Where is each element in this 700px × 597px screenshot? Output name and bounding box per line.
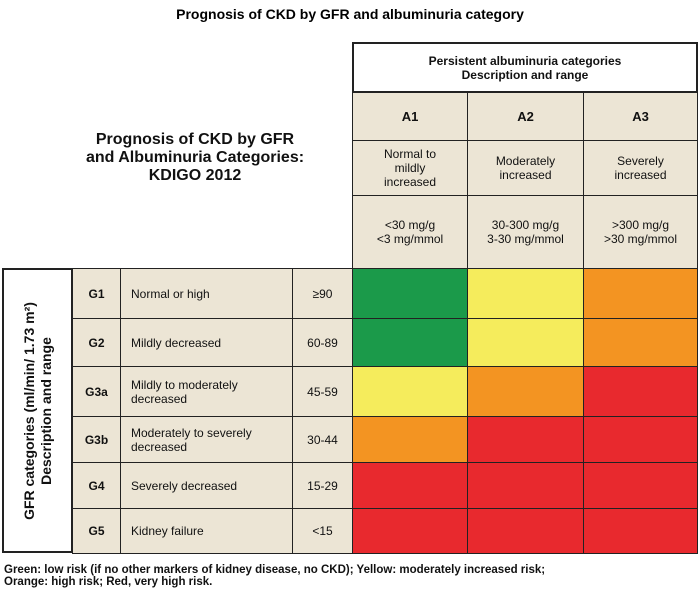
gfr-description: Mildly decreased	[120, 318, 293, 367]
risk-cell	[583, 268, 698, 319]
risk-cell	[352, 318, 468, 367]
gfr-code: G5	[72, 508, 121, 554]
risk-cell	[467, 462, 584, 509]
gfr-description: Normal or high	[120, 268, 293, 319]
description-text: Kidney failure	[131, 524, 204, 538]
risk-cell	[583, 318, 698, 367]
risk-cell	[352, 268, 468, 319]
gfr-header: GFR categories (ml/min/ 1.73 m²) Descript…	[2, 268, 73, 553]
header-line: Persistent albuminuria categories	[428, 53, 622, 68]
gfr-range: 15-29	[292, 462, 353, 509]
risk-cell	[467, 366, 584, 417]
description-text: Moderately increased	[495, 154, 556, 182]
description-text: Normal to mildly increased	[383, 147, 437, 189]
description-text: Moderately to severely decreased	[131, 425, 252, 454]
risk-cell	[467, 508, 584, 554]
footer-line: Green: low risk (if no other markers of …	[4, 564, 546, 576]
gfr-code: G3a	[72, 366, 121, 417]
albuminuria-code: A2	[467, 92, 584, 141]
description-text: Normal or high	[131, 286, 210, 301]
gfr-range: 30-44	[292, 416, 353, 463]
left-title-line: Prognosis of CKD by GFR	[95, 131, 295, 148]
gfr-header-text: GFR categories (ml/min/ 1.73 m²) Descript…	[21, 302, 55, 520]
albuminuria-description: Moderately increased	[467, 140, 584, 196]
risk-cell	[467, 318, 584, 367]
albuminuria-range: >300 mg/g >30 mg/mmol	[583, 195, 698, 269]
header-line: Description and range	[37, 336, 54, 485]
risk-cell	[352, 462, 468, 509]
range-line: >300 mg/g	[611, 218, 670, 232]
gfr-range: 60-89	[292, 318, 353, 367]
gfr-description: Kidney failure	[120, 508, 293, 554]
range-line: 30-300 mg/g	[491, 218, 560, 232]
gfr-code: G3b	[72, 416, 121, 463]
left-title: Prognosis of CKD by GFR and Albuminuria C…	[40, 118, 350, 198]
gfr-code: G4	[72, 462, 121, 509]
risk-cell	[352, 416, 468, 463]
risk-cell	[583, 366, 698, 417]
risk-cell	[583, 416, 698, 463]
gfr-range: 45-59	[292, 366, 353, 417]
gfr-range: ≥90	[292, 268, 353, 319]
range-line: <30 mg/g	[384, 218, 436, 232]
range-line: >30 mg/mmol	[603, 232, 678, 246]
left-title-line: and Albuminuria Categories:	[85, 149, 305, 166]
albuminuria-description: Normal to mildly increased	[352, 140, 468, 196]
footer-line: Orange: high risk; Red, very high risk.	[4, 576, 213, 588]
albuminuria-code: A3	[583, 92, 698, 141]
albuminuria-description: Severely increased	[583, 140, 698, 196]
description-text: Severely decreased	[131, 478, 238, 493]
gfr-range: <15	[292, 508, 353, 554]
gfr-description: Mildly to moderately decreased	[120, 366, 293, 417]
title: Prognosis of CKD by GFR and albuminuria …	[176, 6, 524, 22]
risk-cell	[583, 508, 698, 554]
risk-cell	[467, 416, 584, 463]
albuminuria-range: 30-300 mg/g 3-30 mg/mmol	[467, 195, 584, 269]
header-line: GFR categories (ml/min/ 1.73 m²)	[20, 301, 37, 520]
gfr-description: Moderately to severely decreased	[120, 416, 293, 463]
description-text: Severely increased	[614, 154, 667, 182]
risk-cell	[467, 268, 584, 319]
albuminuria-range: <30 mg/g <3 mg/mmol	[352, 195, 468, 269]
risk-cell	[352, 366, 468, 417]
description-text: Mildly to moderately decreased	[131, 377, 238, 406]
gfr-code: G1	[72, 268, 121, 319]
risk-cell	[583, 462, 698, 509]
range-line: 3-30 mg/mmol	[487, 232, 564, 246]
description-text: Mildly decreased	[131, 335, 222, 350]
header-line: Description and range	[461, 67, 589, 82]
risk-cell	[352, 508, 468, 554]
albuminuria-header: Persistent albuminuria categories Descrip…	[352, 42, 698, 93]
gfr-description: Severely decreased	[120, 462, 293, 509]
range-line: <3 mg/mmol	[376, 232, 444, 246]
gfr-code: G2	[72, 318, 121, 367]
footer: Green: low risk (if no other markers of …	[4, 558, 698, 594]
albuminuria-code: A1	[352, 92, 468, 141]
left-title-line: KDIGO 2012	[148, 167, 242, 184]
